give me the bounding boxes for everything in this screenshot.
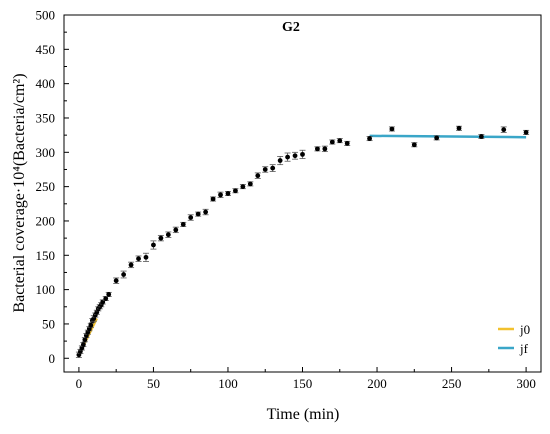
axis-tick-labels: 0 50 100 150 200 250 300 0 50 100 150 200 250 300 350 4… bbox=[36, 8, 536, 392]
data-point bbox=[434, 135, 440, 141]
fit-lines bbox=[77, 134, 527, 356]
x-tick-label: 100 bbox=[218, 376, 238, 391]
data-point bbox=[225, 191, 231, 196]
y-tick-label: 0 bbox=[49, 351, 56, 366]
y-tick-label: 300 bbox=[36, 145, 56, 160]
data-point bbox=[240, 184, 246, 190]
y-tick-label: 250 bbox=[36, 179, 56, 194]
data-point bbox=[82, 337, 88, 343]
y-axis-title: Bacterial coverage·10⁴(Bacteria/cm²) bbox=[11, 73, 28, 312]
data-point bbox=[136, 256, 141, 262]
x-axis-title: Time (min) bbox=[267, 406, 340, 423]
x-tick-label: 300 bbox=[516, 376, 536, 391]
x-tick-label: 200 bbox=[367, 376, 387, 391]
data-point bbox=[218, 192, 223, 198]
data-point bbox=[344, 140, 350, 146]
x-tick-label: 0 bbox=[76, 376, 83, 391]
y-tick-label: 400 bbox=[36, 76, 56, 91]
data-point bbox=[285, 154, 290, 160]
data-point bbox=[255, 173, 261, 179]
data-point bbox=[88, 322, 94, 328]
data-point bbox=[233, 188, 238, 194]
plot-frame bbox=[63, 14, 542, 373]
legend-label-jf: jf bbox=[519, 341, 529, 356]
chart-title: G2 bbox=[282, 20, 300, 35]
data-point bbox=[315, 146, 320, 152]
x-tick-label: 50 bbox=[147, 376, 160, 391]
data-point bbox=[329, 139, 335, 145]
data-point bbox=[262, 167, 268, 172]
data-point bbox=[173, 227, 179, 233]
data-point bbox=[113, 278, 119, 284]
data-point bbox=[389, 126, 395, 132]
data-point bbox=[128, 262, 134, 268]
data-point bbox=[151, 242, 156, 248]
y-tick-label: 450 bbox=[36, 42, 56, 57]
data-point bbox=[300, 151, 305, 157]
data-point bbox=[103, 296, 109, 301]
data-point bbox=[121, 272, 127, 277]
legend-label-j0: j0 bbox=[519, 322, 530, 337]
x-tick-label: 250 bbox=[442, 376, 462, 391]
y-tick-label: 350 bbox=[36, 110, 56, 125]
y-tick-label: 500 bbox=[36, 8, 56, 23]
y-tick-label: 50 bbox=[42, 316, 55, 331]
data-points bbox=[75, 125, 530, 358]
data-point bbox=[195, 211, 201, 217]
data-point bbox=[247, 181, 253, 187]
data-point bbox=[337, 138, 343, 144]
data-point bbox=[277, 158, 283, 163]
y-tick-label: 100 bbox=[36, 282, 56, 297]
data-point bbox=[270, 165, 276, 171]
x-tick-label: 150 bbox=[293, 376, 313, 391]
data-point bbox=[80, 342, 86, 347]
data-point bbox=[411, 142, 417, 148]
data-point bbox=[367, 136, 372, 141]
data-point bbox=[143, 254, 149, 260]
data-point bbox=[158, 235, 164, 241]
data-point bbox=[456, 125, 462, 131]
data-point bbox=[210, 196, 216, 202]
y-tick-label: 200 bbox=[36, 213, 56, 228]
axis-ticks bbox=[64, 14, 527, 372]
data-point bbox=[322, 146, 328, 152]
data-point bbox=[523, 129, 529, 135]
legend: j0 jf bbox=[498, 322, 530, 356]
data-point bbox=[188, 215, 194, 220]
data-point bbox=[501, 127, 507, 133]
data-point bbox=[165, 232, 171, 238]
data-point bbox=[478, 134, 484, 139]
data-point bbox=[203, 209, 209, 215]
data-point bbox=[292, 153, 298, 159]
y-tick-label: 150 bbox=[36, 248, 56, 263]
data-point bbox=[106, 292, 112, 297]
series-line-jf bbox=[369, 134, 527, 139]
data-point bbox=[180, 221, 186, 227]
